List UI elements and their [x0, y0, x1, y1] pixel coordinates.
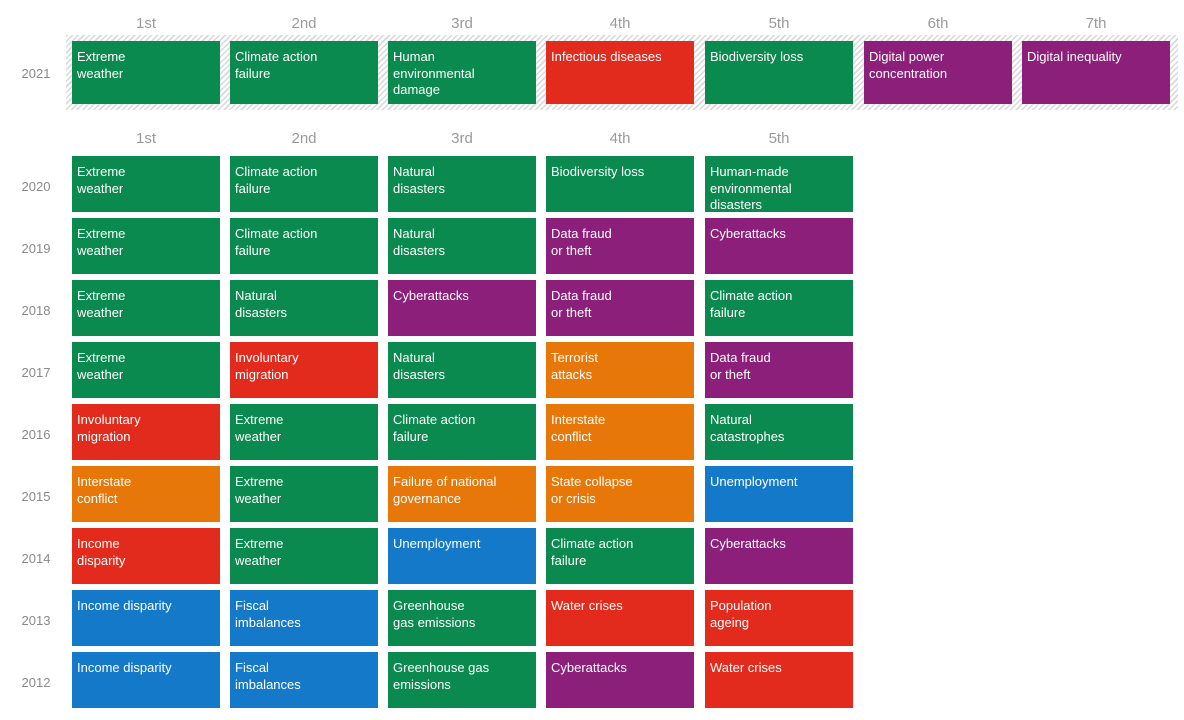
rank-header-5: 5th: [768, 130, 790, 147]
risk-cell-2013-rank-3: Greenhouse gas emissions: [388, 590, 536, 646]
risk-cell-2012-rank-3: Greenhouse gas emissions: [388, 652, 536, 708]
rank-header-4: 4th: [609, 130, 631, 147]
risk-cell-2020-rank-1: Extreme weather: [72, 156, 220, 212]
risk-cell-2013-rank-5: Population ageing: [705, 590, 853, 646]
risk-cell-2014-rank-1: Income disparity: [72, 528, 220, 584]
risk-cell-2016-rank-2: Extreme weather: [230, 404, 378, 460]
risk-cell-2017-rank-1: Extreme weather: [72, 342, 220, 398]
risk-cell-2021-rank-5: Biodiversity loss: [705, 41, 853, 104]
risk-cell-2016-rank-5: Natural catastrophes: [705, 404, 853, 460]
risk-cell-2016-rank-4: Interstate conflict: [546, 404, 694, 460]
risk-cell-2018-rank-5: Climate action failure: [705, 280, 853, 336]
year-label-2012: 2012: [21, 675, 51, 690]
year-label-2021: 2021: [21, 65, 51, 81]
risk-cell-2021-rank-2: Climate action failure: [230, 41, 378, 104]
risk-cell-2012-rank-4: Cyberattacks: [546, 652, 694, 708]
risk-cell-2015-rank-5: Unemployment: [705, 466, 853, 522]
risk-cell-2017-rank-2: Involuntary migration: [230, 342, 378, 398]
risk-cell-2013-rank-2: Fiscal imbalances: [230, 590, 378, 646]
risk-cell-2013-rank-4: Water crises: [546, 590, 694, 646]
risk-cell-2019-rank-4: Data fraud or theft: [546, 218, 694, 274]
rank-header-2021-2: 2nd: [291, 15, 317, 32]
year-label-2019: 2019: [21, 241, 51, 256]
risk-cell-2021-rank-4: Infectious diseases: [546, 41, 694, 104]
risk-cell-2012-rank-1: Income disparity: [72, 652, 220, 708]
rank-header-2: 2nd: [291, 130, 317, 147]
risk-cell-2016-rank-3: Climate action failure: [388, 404, 536, 460]
risk-cell-2020-rank-4: Biodiversity loss: [546, 156, 694, 212]
risk-cell-2021-rank-6: Digital power concentration: [864, 41, 1012, 104]
risk-cell-2021-rank-1: Extreme weather: [72, 41, 220, 104]
risk-cell-2016-rank-1: Involuntary migration: [72, 404, 220, 460]
year-label-2014: 2014: [21, 551, 51, 566]
risk-cell-2015-rank-1: Interstate conflict: [72, 466, 220, 522]
risk-cell-2019-rank-2: Climate action failure: [230, 218, 378, 274]
risk-cell-2018-rank-3: Cyberattacks: [388, 280, 536, 336]
risk-cell-2020-rank-2: Climate action failure: [230, 156, 378, 212]
year-label-2018: 2018: [21, 303, 51, 318]
risk-cell-2020-rank-3: Natural disasters: [388, 156, 536, 212]
risk-cell-2018-rank-1: Extreme weather: [72, 280, 220, 336]
risk-cell-2018-rank-2: Natural disasters: [230, 280, 378, 336]
rank-header-1: 1st: [135, 130, 156, 147]
year-label-2016: 2016: [21, 427, 51, 442]
risk-cell-2012-rank-5: Water crises: [705, 652, 853, 708]
risk-cell-2014-rank-2: Extreme weather: [230, 528, 378, 584]
rank-header-3: 3rd: [451, 130, 473, 147]
year-label-2020: 2020: [21, 179, 51, 194]
risk-cell-2013-rank-1: Income disparity: [72, 590, 220, 646]
risk-cell-2015-rank-3: Failure of national governance: [388, 466, 536, 522]
year-label-2017: 2017: [21, 365, 51, 380]
rank-header-2021-4: 4th: [609, 15, 631, 32]
risk-cell-2014-rank-3: Unemployment: [388, 528, 536, 584]
rank-header-2021-7: 7th: [1085, 15, 1107, 32]
risk-cell-2017-rank-3: Natural disasters: [388, 342, 536, 398]
risk-cell-2015-rank-2: Extreme weather: [230, 466, 378, 522]
risk-cell-2014-rank-5: Cyberattacks: [705, 528, 853, 584]
rank-header-2021-5: 5th: [768, 15, 790, 32]
year-label-2013: 2013: [21, 613, 51, 628]
rank-header-2021-6: 6th: [927, 15, 949, 32]
risk-cell-2017-rank-4: Terrorist attacks: [546, 342, 694, 398]
risk-cell-2019-rank-3: Natural disasters: [388, 218, 536, 274]
risk-cell-2018-rank-4: Data fraud or theft: [546, 280, 694, 336]
risk-cell-2021-rank-7: Digital inequality: [1022, 41, 1170, 104]
risk-cell-2014-rank-4: Climate action failure: [546, 528, 694, 584]
risk-cell-2020-rank-5: Human-made environmental disasters: [705, 156, 853, 212]
risk-cell-2012-rank-2: Fiscal imbalances: [230, 652, 378, 708]
risk-cell-2015-rank-4: State collapse or crisis: [546, 466, 694, 522]
risk-cell-2017-rank-5: Data fraud or theft: [705, 342, 853, 398]
risk-cell-2021-rank-3: Human environmental damage: [388, 41, 536, 104]
rank-header-2021-1: 1st: [135, 15, 156, 32]
risk-cell-2019-rank-1: Extreme weather: [72, 218, 220, 274]
rank-header-2021-3: 3rd: [451, 15, 473, 32]
risk-cell-2019-rank-5: Cyberattacks: [705, 218, 853, 274]
year-label-2015: 2015: [21, 489, 51, 504]
